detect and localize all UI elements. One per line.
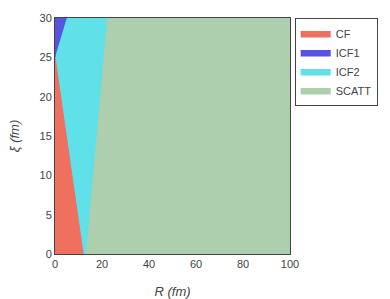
svg-text:ξ (fm): ξ (fm) bbox=[7, 120, 22, 153]
svg-text:0: 0 bbox=[52, 258, 58, 270]
svg-text:40: 40 bbox=[143, 258, 155, 270]
svg-text:20: 20 bbox=[40, 91, 52, 103]
svg-text:CF: CF bbox=[336, 28, 351, 40]
svg-text:5: 5 bbox=[46, 209, 52, 221]
svg-text:15: 15 bbox=[40, 130, 52, 142]
svg-text:80: 80 bbox=[237, 258, 249, 270]
svg-text:ICF1: ICF1 bbox=[336, 47, 360, 59]
svg-text:30: 30 bbox=[40, 12, 52, 24]
svg-text:25: 25 bbox=[40, 51, 52, 63]
svg-text:R (fm): R (fm) bbox=[154, 284, 190, 299]
svg-text:100: 100 bbox=[281, 258, 299, 270]
svg-text:20: 20 bbox=[96, 258, 108, 270]
svg-text:10: 10 bbox=[40, 169, 52, 181]
svg-text:0: 0 bbox=[46, 248, 52, 260]
svg-text:SCATT: SCATT bbox=[336, 85, 372, 97]
svg-text:60: 60 bbox=[190, 258, 202, 270]
svg-text:ICF2: ICF2 bbox=[336, 66, 360, 78]
